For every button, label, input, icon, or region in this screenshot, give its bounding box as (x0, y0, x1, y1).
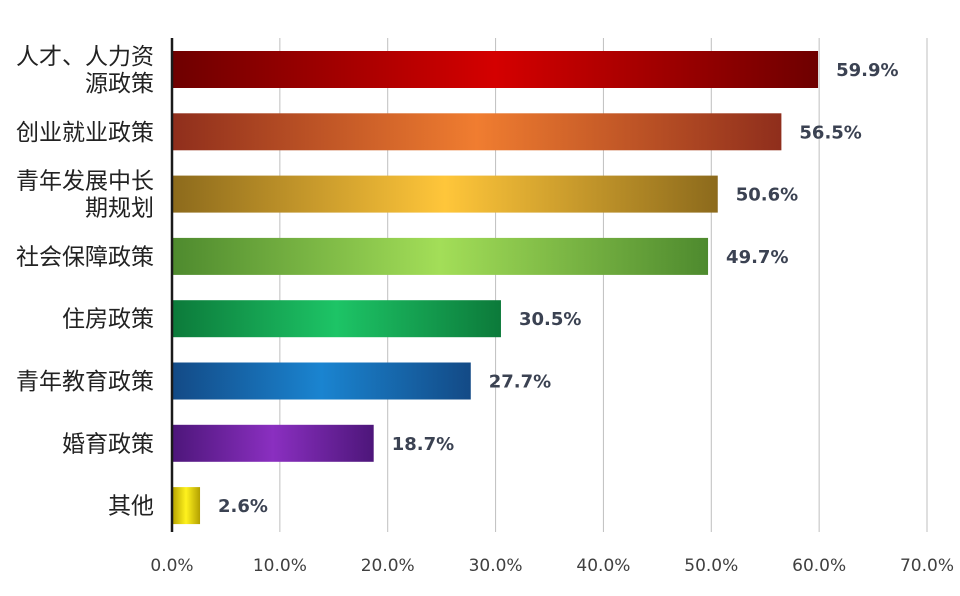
category-label: 住房政策 (62, 307, 154, 333)
data-label: 30.5% (519, 309, 581, 330)
bar (172, 237, 709, 275)
category-label: 人才、人力资 (16, 44, 154, 70)
x-tick-label: 20.0% (361, 556, 415, 576)
data-label: 18.7% (392, 434, 454, 455)
category-label: 创业就业政策 (16, 120, 154, 146)
bar (172, 300, 501, 338)
x-tick-label: 60.0% (792, 556, 846, 576)
bar (172, 175, 718, 213)
x-tick-label: 70.0% (900, 556, 954, 576)
category-label: 其他 (108, 494, 154, 520)
bar (172, 424, 374, 462)
data-label: 2.6% (218, 496, 268, 517)
category-label: 社会保障政策 (16, 244, 154, 270)
bar (172, 362, 471, 400)
x-tick-label: 50.0% (684, 556, 738, 576)
bars (172, 51, 819, 525)
bar (172, 113, 782, 151)
x-tick-label: 10.0% (253, 556, 307, 576)
x-tick-label: 40.0% (576, 556, 630, 576)
category-label: 青年发展中长 (16, 169, 154, 195)
category-label: 期规划 (85, 196, 154, 222)
labels: 0.0% 10.0% 20.0% 30.0% 40.0% 50.0% 60.0% 70.0% 5… (16, 44, 954, 576)
data-label: 50.6% (736, 185, 798, 206)
x-tick-label: 30.0% (469, 556, 523, 576)
bar (172, 487, 201, 525)
data-label: 56.5% (799, 122, 861, 143)
category-label: 婚育政策 (62, 431, 154, 457)
x-tick-label: 0.0% (150, 556, 193, 576)
data-label: 49.7% (726, 247, 788, 268)
category-label: 青年教育政策 (16, 369, 154, 395)
grid-lines (279, 38, 928, 532)
data-label: 27.7% (489, 372, 551, 393)
category-label: 源政策 (85, 71, 154, 97)
bar (172, 51, 819, 88)
data-label: 59.9% (836, 60, 898, 81)
